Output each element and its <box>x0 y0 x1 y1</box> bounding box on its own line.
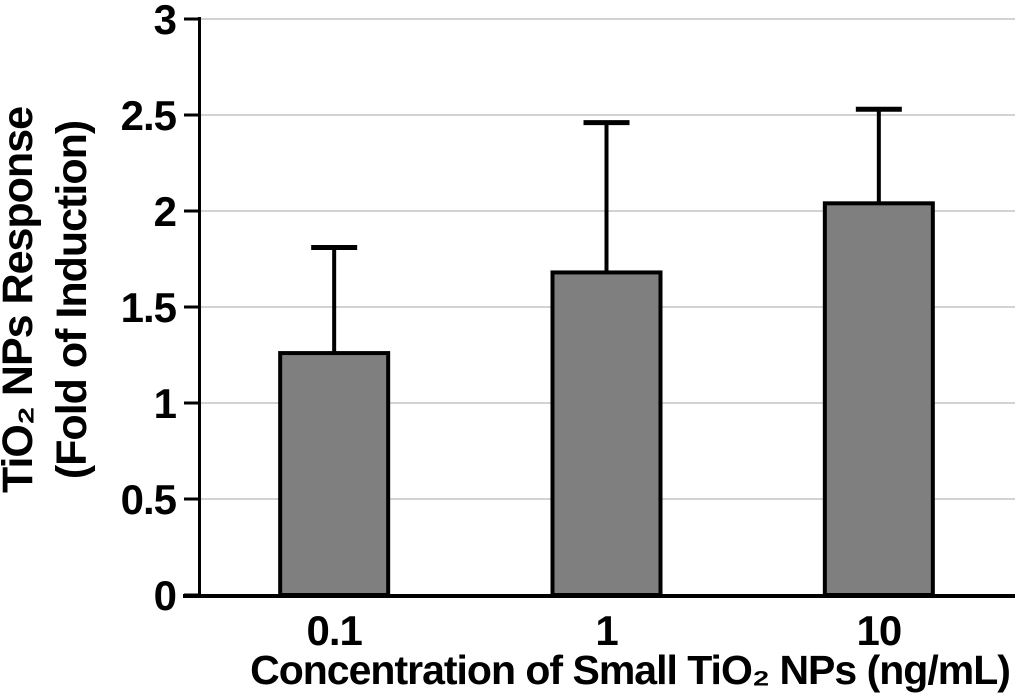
x-tick-labels: 0.1 1 10 <box>306 607 902 654</box>
x-axis-title: Concentration of Small TiO₂ NPs (ng/mL) <box>250 647 1010 693</box>
x-tick-label-10: 10 <box>856 607 901 654</box>
y-tick-label-3: 3 <box>154 0 176 43</box>
y-tick-label-2.5: 2.5 <box>121 92 177 139</box>
x-tick-label-0.1: 0.1 <box>306 607 362 654</box>
y-axis-ticks <box>184 17 200 597</box>
y-tick-label-0.5: 0.5 <box>121 476 177 523</box>
y-tick-label-1: 1 <box>154 380 177 427</box>
bars <box>278 201 935 597</box>
bar-10 <box>822 201 935 597</box>
y-tick-labels: 0 0.5 1 1.5 2 2.5 3 <box>121 0 178 619</box>
y-tick-label-0: 0 <box>154 572 176 619</box>
y-axis-title-line2: (Fold of Induction) <box>48 121 96 479</box>
x-tick-label-1: 1 <box>595 607 618 654</box>
y-tick-label-2: 2 <box>154 188 176 235</box>
bar-0.1 <box>278 351 391 597</box>
y-axis-title-line1: TiO₂ NPs Response <box>0 107 42 493</box>
bar-1 <box>550 270 663 597</box>
error-bars <box>311 106 902 354</box>
y-tick-label-1.5: 1.5 <box>121 284 177 331</box>
